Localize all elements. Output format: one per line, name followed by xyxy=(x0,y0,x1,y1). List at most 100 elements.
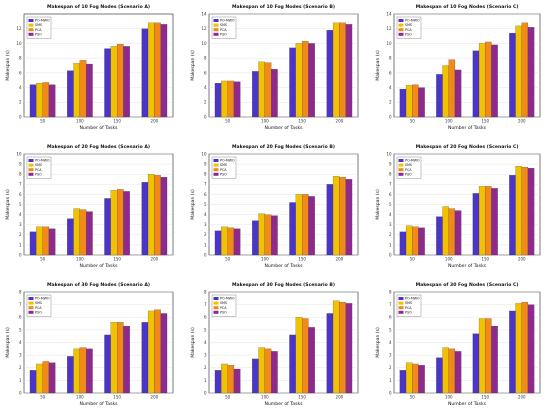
legend-swatch-pso xyxy=(213,32,219,36)
bar-pso-100 xyxy=(271,69,278,118)
bar-po-mwo-150 xyxy=(472,333,480,394)
x-tick-label: 200 xyxy=(336,395,344,400)
legend-swatch-po-mwo xyxy=(213,19,219,22)
x-tick-label: 200 xyxy=(518,395,526,400)
legend-swatch-sms xyxy=(28,163,34,167)
x-tick-label: 200 xyxy=(151,395,159,400)
y-tick-label: 2 xyxy=(19,232,22,237)
y-tick-label: 9 xyxy=(19,162,22,167)
y-tick-label: 6 xyxy=(389,315,392,320)
legend-label-po-mwo: PO-MWO xyxy=(405,297,420,301)
y-tick-label: 4 xyxy=(389,212,392,217)
y-tick-label: 4 xyxy=(19,212,22,217)
y-tick-label: 3 xyxy=(19,353,22,358)
y-axis-label: Makespan (s) xyxy=(190,327,196,358)
bar-po-mwo-200 xyxy=(326,313,334,394)
y-tick-label: 6 xyxy=(389,192,392,197)
legend-label-po-mwo: PO-MWO xyxy=(220,297,235,301)
x-axis-label: Number of Tasks xyxy=(264,401,303,407)
chart-panel-3: Makespan of 10 Fog Nodes (Scenario C) 0 2 4… xyxy=(370,0,550,137)
legend-swatch-sms xyxy=(213,163,219,167)
bar-po-mwo-50 xyxy=(214,83,222,118)
x-tick-label: 50 xyxy=(410,395,416,400)
y-tick-label: 14 xyxy=(201,11,207,16)
legend-label-sms: SMS xyxy=(220,23,227,27)
y-tick-label: 8 xyxy=(19,172,22,177)
legend-label-sms: SMS xyxy=(405,301,412,305)
bar-pca-50 xyxy=(42,82,50,118)
bar-pso-50 xyxy=(233,81,241,118)
bar-sms-100 xyxy=(258,213,265,256)
y-tick-label: 10 xyxy=(16,151,22,156)
chart-svg: Makespan of 10 Fog Nodes (Scenario B) 0 2 4… xyxy=(190,4,359,131)
legend-swatch-pso xyxy=(28,310,34,314)
bar-pca-100 xyxy=(448,348,456,394)
y-tick-label: 6 xyxy=(19,70,22,75)
legend-swatch-sms xyxy=(213,301,219,305)
x-tick-label: 150 xyxy=(481,395,489,400)
legend-label-pca: PCA xyxy=(405,28,412,32)
chart-title: Makespan of 10 Fog Nodes (Scenario B) xyxy=(232,4,335,10)
x-tick-label: 50 xyxy=(225,257,231,262)
legend-label-pca: PCA xyxy=(405,168,412,172)
x-axis-label: Number of Tasks xyxy=(448,125,487,131)
bar-pca-200 xyxy=(154,175,161,256)
bar-pso-150 xyxy=(491,188,498,256)
x-tick-label: 150 xyxy=(298,257,306,262)
y-tick-label: 6 xyxy=(204,70,207,75)
bar-po-mwo-150 xyxy=(104,48,111,118)
bar-po-mwo-150 xyxy=(472,50,480,118)
legend-swatch-sms xyxy=(398,163,404,167)
x-tick-label: 200 xyxy=(151,257,159,262)
bar-pso-150 xyxy=(491,325,498,394)
legend-swatch-sms xyxy=(28,23,34,27)
legend-label-sms: SMS xyxy=(405,23,412,27)
y-axis-label: Makespan (s) xyxy=(375,189,381,220)
bar-po-mwo-200 xyxy=(326,184,334,256)
chart-title: Makespan of 20 Fog Nodes (Scenario A) xyxy=(47,144,150,150)
x-tick-label: 100 xyxy=(76,257,84,262)
bar-pca-150 xyxy=(117,189,124,256)
x-tick-label: 150 xyxy=(113,119,121,124)
bar-po-mwo-100 xyxy=(436,357,443,394)
y-tick-label: 9 xyxy=(389,162,392,167)
chart-panel-2: Makespan of 10 Fog Nodes (Scenario B) 0 2 4… xyxy=(185,0,368,137)
bar-sms-150 xyxy=(110,46,118,118)
bar-pca-100 xyxy=(79,347,87,394)
bar-pca-150 xyxy=(302,194,309,256)
x-tick-label: 100 xyxy=(76,395,84,400)
y-tick-label: 6 xyxy=(19,315,22,320)
bar-sms-200 xyxy=(332,176,340,256)
x-tick-label: 100 xyxy=(76,119,84,124)
y-tick-label: 4 xyxy=(204,85,207,90)
bar-pso-200 xyxy=(527,27,535,118)
legend-swatch-po-mwo xyxy=(213,159,219,162)
x-tick-label: 150 xyxy=(298,395,306,400)
chart-panel-7: Makespan of 30 Fog Nodes (Scenario A) 0 1 2… xyxy=(0,278,183,413)
x-tick-label: 50 xyxy=(225,119,231,124)
bar-po-mwo-200 xyxy=(509,33,516,118)
x-tick-label: 50 xyxy=(40,257,46,262)
chart-panel-5: Makespan of 20 Fog Nodes (Scenario B) 0 1 2… xyxy=(185,140,368,275)
y-tick-label: 4 xyxy=(204,212,207,217)
legend-label-pso: PSO xyxy=(220,32,227,36)
y-tick-label: 6 xyxy=(389,70,392,75)
bar-pso-50 xyxy=(233,228,241,256)
y-tick-label: 7 xyxy=(19,302,22,307)
legend-swatch-pca xyxy=(213,168,219,172)
y-tick-label: 0 xyxy=(204,252,207,257)
y-tick-label: 8 xyxy=(204,172,207,177)
bar-pca-150 xyxy=(485,41,492,118)
legend-swatch-po-mwo xyxy=(28,159,34,162)
x-tick-label: 150 xyxy=(113,395,121,400)
x-tick-label: 50 xyxy=(410,119,416,124)
bar-pca-200 xyxy=(339,302,346,394)
bar-pso-50 xyxy=(418,227,425,256)
legend-swatch-pca xyxy=(28,28,34,32)
bar-sms-100 xyxy=(73,63,80,118)
y-tick-label: 0 xyxy=(389,252,392,257)
chart-panel-6: Makespan of 20 Fog Nodes (Scenario C) 0 1 2… xyxy=(370,140,550,275)
